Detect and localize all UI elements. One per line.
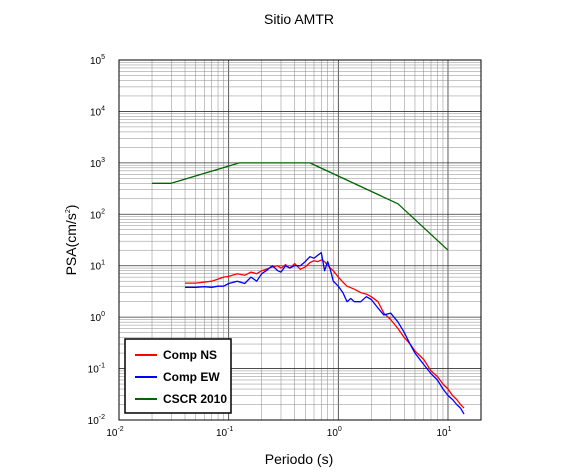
series-line <box>185 251 465 415</box>
x-tick-base: 10 <box>436 428 448 439</box>
y-tick-label: 103 <box>90 157 105 170</box>
x-axis-label: Periodo (s) <box>265 451 333 467</box>
y-tick-exp: -1 <box>99 363 105 370</box>
series-line <box>185 259 465 409</box>
y-tick-base: 10 <box>90 159 102 170</box>
legend: Comp NS Comp EW CSCR 2010 <box>124 338 232 414</box>
y-axis-label: PSA(cm/s2) <box>63 205 79 276</box>
x-tick-label: 101 <box>436 426 451 439</box>
y-tick-base: 10 <box>88 416 100 427</box>
y-tick-exp: -2 <box>99 414 105 421</box>
y-tick-label: 100 <box>90 311 105 324</box>
y-tick-exp: 0 <box>101 311 105 318</box>
plot-frame <box>118 59 482 421</box>
x-tick-label: 10-1 <box>216 426 233 439</box>
y-tick-label: 105 <box>90 54 105 67</box>
y-tick-label: 104 <box>90 105 105 118</box>
y-tick-label: 102 <box>90 208 105 221</box>
y-tick-base: 10 <box>90 210 102 221</box>
legend-label: Comp NS <box>163 348 217 362</box>
y-tick-exp: 3 <box>101 157 105 164</box>
y-tick-label: 101 <box>90 260 105 273</box>
y-tick-label: 10-1 <box>88 363 105 376</box>
y-tick-base: 10 <box>90 107 102 118</box>
x-tick-exp: -2 <box>117 426 123 433</box>
y-tick-base: 10 <box>90 56 102 67</box>
y-axis-label-sup: 2 <box>65 209 72 213</box>
y-tick-base: 10 <box>88 365 100 376</box>
y-tick-exp: 4 <box>101 105 105 112</box>
x-tick-base: 10 <box>106 428 118 439</box>
y-tick-base: 10 <box>90 262 102 273</box>
y-tick-exp: 2 <box>101 208 105 215</box>
y-tick-exp: 1 <box>101 260 105 267</box>
series-line <box>152 162 449 251</box>
legend-label: CSCR 2010 <box>163 392 227 406</box>
x-tick-base: 10 <box>327 428 339 439</box>
y-tick-label: 10-2 <box>88 414 105 427</box>
y-tick-exp: 5 <box>101 54 105 61</box>
series-layer <box>152 162 465 415</box>
y-axis-label-base: PSA(cm/s <box>63 213 79 275</box>
x-tick-label: 100 <box>327 426 342 439</box>
x-tick-label: 10-2 <box>106 426 123 439</box>
legend-label: Comp EW <box>163 370 220 384</box>
y-axis-label-tail: ) <box>63 205 79 210</box>
chart-title: Sitio AMTR <box>264 11 334 27</box>
x-tick-exp: 0 <box>338 426 342 433</box>
x-tick-exp: 1 <box>448 426 452 433</box>
y-tick-base: 10 <box>90 313 102 324</box>
x-tick-base: 10 <box>216 428 228 439</box>
x-tick-exp: -1 <box>227 426 233 433</box>
